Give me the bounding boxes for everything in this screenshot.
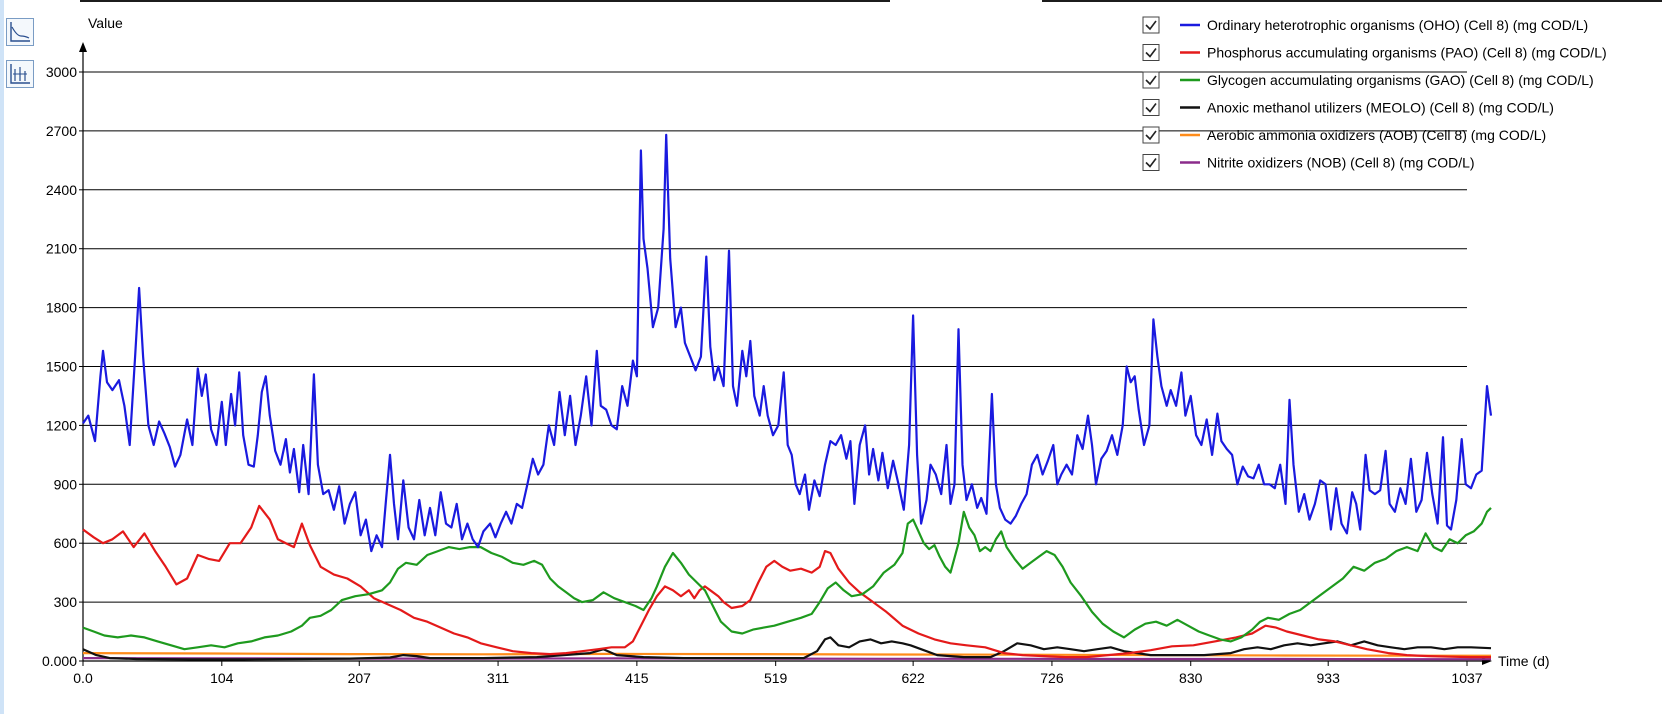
x-tick-label: 104 [210,670,234,686]
legend-checkbox[interactable] [1142,126,1160,144]
legend-checkbox[interactable] [1142,44,1160,61]
x-tick-label: 830 [1179,670,1203,686]
window-left-border [0,0,4,714]
y-axis-arrow [79,42,87,52]
y-tick-label: 1800 [46,300,77,316]
y-tick-label: 2400 [46,182,77,198]
legend-item-0[interactable]: Ordinary heterotrophic organisms (OHO) (… [1142,16,1588,34]
legend-label: Ordinary heterotrophic organisms (OHO) (… [1207,17,1588,33]
legend-item-1[interactable]: Phosphorus accumulating organisms (PAO) … [1142,44,1607,61]
y-tick-label: 2100 [46,241,77,257]
y-tick-label: 300 [54,594,78,610]
y-tick-label: 900 [54,476,78,492]
y-tick-label: 3000 [46,64,77,80]
series-lines [82,133,1493,661]
y-tick-label: 0.000 [42,653,77,669]
legend-checkbox[interactable] [1142,99,1160,116]
x-tick-label: 622 [901,670,925,686]
y-tick-label: 2700 [46,123,77,139]
legend-label: Nitrite oxidizers (NOB) (Cell 8) (mg COD… [1207,155,1475,171]
series-line-0 [82,133,1493,553]
legend-checkbox[interactable] [1142,71,1160,89]
x-tick-label: 207 [348,670,372,686]
x-axis-title: Time (d) [1498,653,1550,669]
legend-item-5[interactable]: Nitrite oxidizers (NOB) (Cell 8) (mg COD… [1142,154,1475,171]
y-tick-label: 1500 [46,359,77,375]
series-line-3 [82,636,1492,661]
x-tick-label: 1037 [1451,670,1482,686]
legend-label: Aerobic ammonia oxidizers (AOB) (Cell 8)… [1207,127,1546,143]
window-top-border [80,0,890,2]
legend-checkbox[interactable] [1142,154,1160,171]
check-icon [1145,20,1157,31]
line-chart-icon [10,22,30,42]
check-icon [1145,75,1157,86]
legend: Ordinary heterotrophic organisms (OHO) (… [1142,16,1607,171]
check-icon [1145,158,1157,168]
legend-item-2[interactable]: Glycogen accumulating organisms (GAO) (C… [1142,71,1594,89]
y-axis-title: Value [88,15,123,31]
x-tick-label: 726 [1040,670,1064,686]
legend-label: Anoxic methanol utilizers (MEOLO) (Cell … [1207,100,1554,116]
chart-view-button[interactable] [6,18,34,46]
x-tick-label: 311 [487,670,510,686]
legend-item-4[interactable]: Aerobic ammonia oxidizers (AOB) (Cell 8)… [1142,126,1546,144]
series-line-2 [82,507,1492,651]
check-icon [1145,103,1157,113]
x-tick-label: 415 [625,670,649,686]
legend-item-3[interactable]: Anoxic methanol utilizers (MEOLO) (Cell … [1142,99,1554,116]
x-tick-label: 933 [1317,670,1341,686]
check-icon [1145,48,1157,58]
series-line-1 [82,504,1491,659]
split-chart-button[interactable] [6,60,34,88]
y-tick-label: 1200 [46,417,77,433]
legend-checkbox[interactable] [1142,16,1160,34]
legend-label: Phosphorus accumulating organisms (PAO) … [1207,45,1607,61]
legend-label: Glycogen accumulating organisms (GAO) (C… [1207,72,1594,88]
axes: 0.000 300 600 900 1200 1500 1800 2100 2400 2700 30… [42,15,1550,686]
y-tick-label: 600 [54,535,78,551]
check-icon [1145,130,1157,141]
split-chart-icon [10,64,30,84]
x-tick-label: 0.0 [73,670,93,686]
grid-lines [83,71,1467,603]
x-tick-label: 519 [764,670,788,686]
window-top-border-right [1042,0,1662,2]
series-line-4 [82,651,1491,657]
